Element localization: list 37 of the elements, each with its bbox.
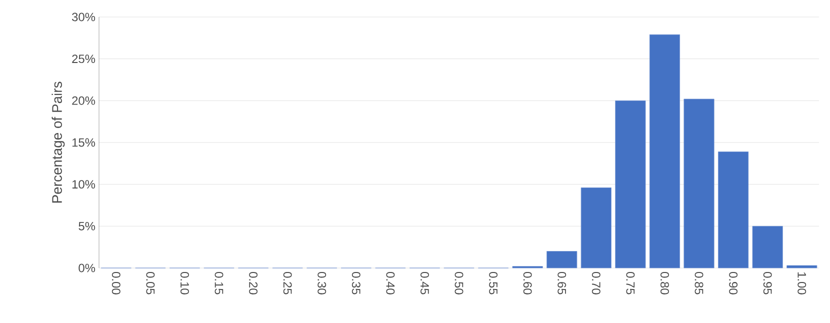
y-tick-label: 15%: [72, 138, 96, 147]
x-tick-label: 0.40: [386, 272, 395, 294]
y-tick-label: 20%: [72, 96, 96, 105]
x-tick-label: 0.20: [249, 272, 258, 294]
x-tick-label: 0.30: [318, 272, 326, 294]
x-tick-label: 0.05: [146, 272, 155, 294]
bar: [718, 152, 749, 268]
y-tick-label: 5%: [78, 222, 96, 230]
bar: [546, 251, 578, 268]
x-tick-label: 0.85: [694, 272, 704, 294]
y-tick-label: 10%: [72, 180, 96, 189]
x-tick-label: 0.75: [626, 272, 635, 294]
bar: [580, 187, 612, 268]
bar: [649, 34, 680, 268]
x-tick-label: 0.50: [454, 272, 464, 294]
bar: [752, 226, 783, 268]
x-tick-label: 0.15: [214, 272, 224, 294]
y-tick-label: 30%: [72, 12, 96, 22]
bar: [615, 100, 646, 268]
y-tick-label: 0%: [78, 264, 96, 272]
bar: [786, 265, 818, 268]
y-tick-label: 25%: [72, 54, 96, 64]
x-tick-label: 0.70: [592, 272, 600, 294]
x-tick-label: 0.60: [523, 272, 532, 294]
x-tick-label: 0.00: [112, 272, 120, 294]
y-axis-title: Percentage of Pairs: [52, 82, 65, 203]
x-tick-label: 1.00: [798, 272, 806, 294]
x-tick-label: 0.35: [352, 272, 360, 294]
x-tick-label: 0.45: [420, 272, 429, 294]
x-tick-label: 0.10: [180, 272, 189, 294]
x-tick-label: 0.55: [489, 272, 498, 294]
x-tick-label: 0.95: [763, 272, 772, 294]
x-tick-label: 0.90: [729, 272, 738, 294]
x-tick-label: 0.80: [660, 272, 669, 294]
x-tick-label: 0.65: [558, 272, 566, 294]
x-tick-label: 0.25: [283, 272, 292, 294]
bar: [684, 98, 714, 268]
